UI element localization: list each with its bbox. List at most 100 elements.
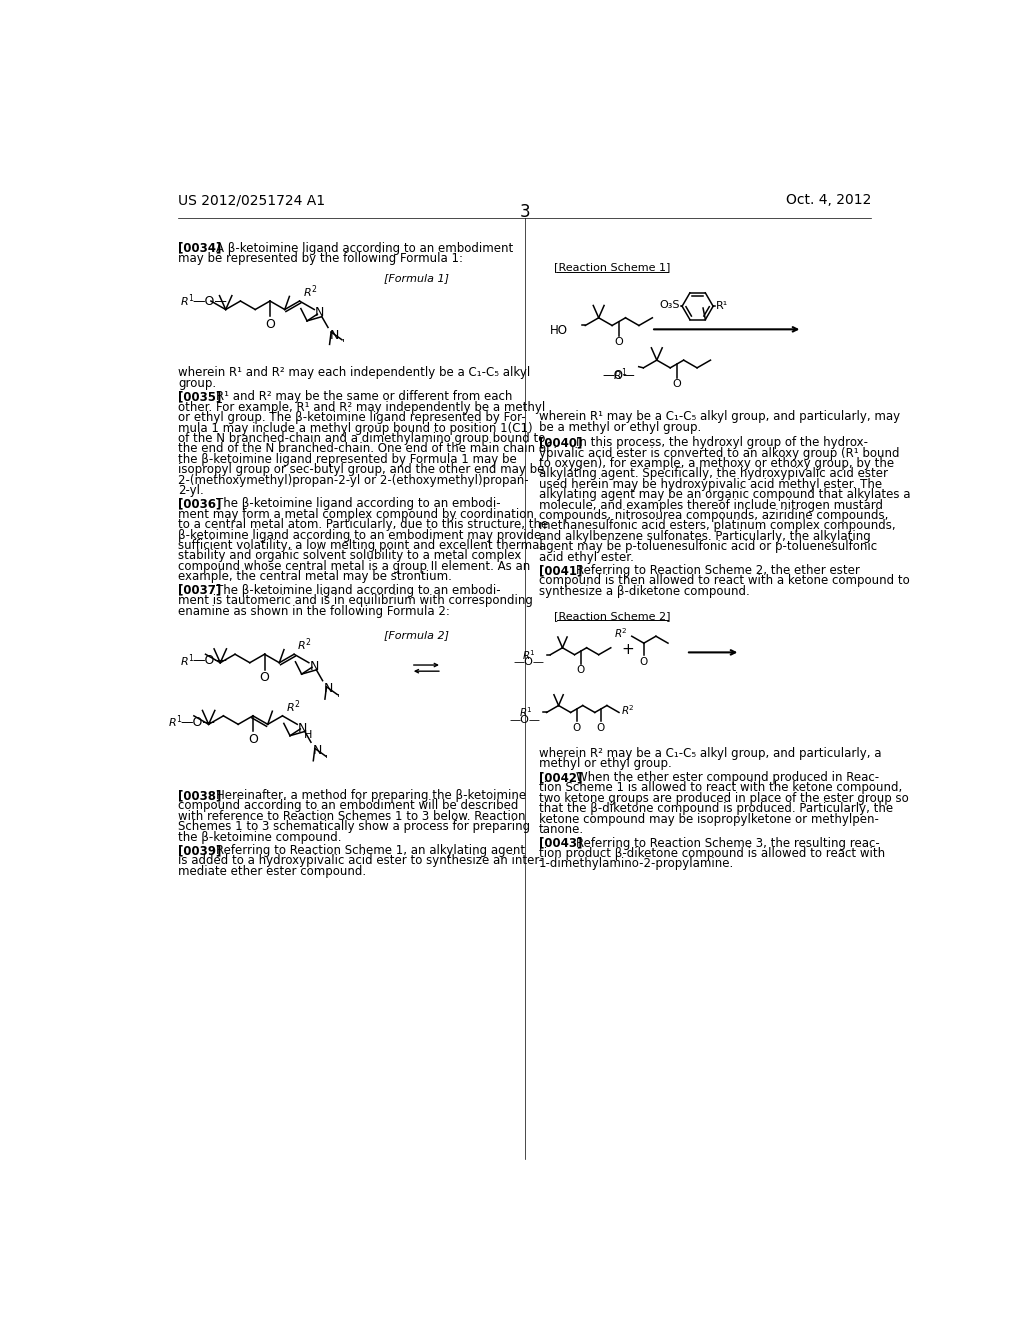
- Text: mediate ether ester compound.: mediate ether ester compound.: [178, 865, 367, 878]
- Text: other. For example, R¹ and R² may independently be a methyl: other. For example, R¹ and R² may indepe…: [178, 401, 546, 413]
- Text: the β-ketoimine compound.: the β-ketoimine compound.: [178, 830, 342, 843]
- Text: N: N: [330, 329, 339, 342]
- Text: $R^1$: $R^1$: [180, 652, 195, 669]
- Text: sufficient volatility, a low melting point and excellent thermal: sufficient volatility, a low melting poi…: [178, 539, 543, 552]
- Text: Oct. 4, 2012: Oct. 4, 2012: [785, 193, 871, 207]
- Text: 2-(methoxymethyl)propan-2-yl or 2-(ethoxymethyl)propan-: 2-(methoxymethyl)propan-2-yl or 2-(ethox…: [178, 474, 529, 487]
- Text: O: O: [260, 671, 269, 684]
- Text: N: N: [312, 743, 322, 756]
- Text: —O—: —O—: [509, 714, 541, 725]
- Text: β-ketoimine ligand according to an embodiment may provide: β-ketoimine ligand according to an embod…: [178, 528, 542, 541]
- Text: [0038]: [0038]: [178, 789, 222, 803]
- Text: alkylating agent. Specifically, the hydroxypivalic acid ester: alkylating agent. Specifically, the hydr…: [539, 467, 888, 480]
- Text: or ethyl group. The β-ketoimine ligand represented by For-: or ethyl group. The β-ketoimine ligand r…: [178, 412, 526, 424]
- Text: [0041]: [0041]: [539, 564, 582, 577]
- Text: $R^2$: $R^2$: [614, 626, 628, 640]
- Text: isopropyl group or sec-butyl group, and the other end may be: isopropyl group or sec-butyl group, and …: [178, 463, 545, 477]
- Text: [0037]: [0037]: [178, 583, 221, 597]
- Text: to a central metal atom. Particularly, due to this structure, the: to a central metal atom. Particularly, d…: [178, 519, 549, 531]
- Text: group.: group.: [178, 378, 216, 389]
- Text: synthesize a β-diketone compound.: synthesize a β-diketone compound.: [539, 585, 750, 598]
- Text: +: +: [622, 642, 634, 657]
- Text: O: O: [597, 723, 605, 733]
- Text: [Reaction Scheme 2]: [Reaction Scheme 2]: [554, 611, 671, 620]
- Text: Hereinafter, a method for preparing the β-ketoimine: Hereinafter, a method for preparing the …: [216, 789, 525, 803]
- Text: [0036]: [0036]: [178, 498, 222, 511]
- Text: ': ': [337, 693, 340, 704]
- Text: acid ethyl ester.: acid ethyl ester.: [539, 550, 634, 564]
- Text: used herein may be hydroxypivalic acid methyl ester. The: used herein may be hydroxypivalic acid m…: [539, 478, 882, 491]
- Text: O: O: [673, 379, 681, 389]
- Text: O: O: [265, 318, 274, 331]
- Text: wherein R¹ and R² may each independently be a C₁-C₅ alkyl: wherein R¹ and R² may each independently…: [178, 367, 530, 379]
- Text: $R^2$: $R^2$: [622, 704, 635, 717]
- Text: N: N: [309, 660, 319, 673]
- Text: ': ': [342, 338, 345, 348]
- Text: O: O: [614, 337, 624, 347]
- Text: methanesulfonic acid esters, platinum complex compounds,: methanesulfonic acid esters, platinum co…: [539, 519, 895, 532]
- Text: to oxygen), for example, a methoxy or ethoxy group, by the: to oxygen), for example, a methoxy or et…: [539, 457, 894, 470]
- Text: O: O: [248, 733, 258, 746]
- Text: —O—: —O—: [193, 294, 227, 308]
- Text: —O—: —O—: [513, 657, 544, 667]
- Text: and alkylbenzene sulfonates. Particularly, the alkylating: and alkylbenzene sulfonates. Particularl…: [539, 529, 870, 543]
- Text: tion product β-diketone compound is allowed to react with: tion product β-diketone compound is allo…: [539, 847, 885, 859]
- Text: compounds, nitrosourea compounds, aziridine compounds,: compounds, nitrosourea compounds, azirid…: [539, 510, 888, 521]
- Text: $R^2$: $R^2$: [286, 698, 300, 715]
- Text: R¹ and R² may be the same or different from each: R¹ and R² may be the same or different f…: [216, 391, 512, 404]
- Text: [0039]: [0039]: [178, 843, 222, 857]
- Text: agent may be p-toluenesulfonic acid or p-toluenesulfonic: agent may be p-toluenesulfonic acid or p…: [539, 540, 877, 553]
- Text: $R^1$: $R^1$: [180, 293, 195, 309]
- Text: wherein R² may be a C₁-C₅ alkyl group, and particularly, a: wherein R² may be a C₁-C₅ alkyl group, a…: [539, 747, 882, 760]
- Text: [0042]: [0042]: [539, 771, 582, 784]
- Text: may be represented by the following Formula 1:: may be represented by the following Form…: [178, 252, 464, 265]
- Text: O: O: [640, 657, 648, 667]
- Text: A β-ketoimine ligand according to an embodiment: A β-ketoimine ligand according to an emb…: [216, 242, 513, 255]
- Text: US 2012/0251724 A1: US 2012/0251724 A1: [178, 193, 326, 207]
- Text: [Reaction Scheme 1]: [Reaction Scheme 1]: [554, 263, 671, 272]
- Text: In this process, the hydroxyl group of the hydrox-: In this process, the hydroxyl group of t…: [575, 436, 868, 449]
- Text: tion Scheme 1 is allowed to react with the ketone compound,: tion Scheme 1 is allowed to react with t…: [539, 781, 902, 795]
- Text: [0043]: [0043]: [539, 837, 582, 850]
- Text: O: O: [572, 723, 581, 733]
- Text: stability and organic solvent solubility to a metal complex: stability and organic solvent solubility…: [178, 549, 522, 562]
- Text: the end of the N branched-chain. One end of the main chain of: the end of the N branched-chain. One end…: [178, 442, 551, 455]
- Text: example, the central metal may be strontium.: example, the central metal may be stront…: [178, 570, 453, 583]
- Text: be a methyl or ethyl group.: be a methyl or ethyl group.: [539, 421, 701, 433]
- Text: mula 1 may include a methyl group bound to position 1(C1): mula 1 may include a methyl group bound …: [178, 421, 534, 434]
- Text: Referring to Reaction Scheme 1, an alkylating agent: Referring to Reaction Scheme 1, an alkyl…: [216, 843, 524, 857]
- Text: N: N: [315, 306, 325, 319]
- Text: $R^1$: $R^1$: [522, 648, 537, 661]
- Text: [0035]: [0035]: [178, 391, 222, 404]
- Text: with reference to Reaction Schemes 1 to 3 below. Reaction: with reference to Reaction Schemes 1 to …: [178, 809, 526, 822]
- Text: —O—: —O—: [193, 653, 227, 667]
- Text: 3: 3: [519, 203, 530, 220]
- Text: N: N: [325, 682, 334, 696]
- Text: [0034]: [0034]: [178, 242, 222, 255]
- Text: ment may form a metal complex compound by coordination: ment may form a metal complex compound b…: [178, 508, 535, 521]
- Text: compound according to an embodiment will be described: compound according to an embodiment will…: [178, 800, 519, 812]
- Text: two ketone groups are produced in place of the ester group so: two ketone groups are produced in place …: [539, 792, 908, 805]
- Text: R¹: R¹: [716, 301, 728, 312]
- Text: The β-ketoimine ligand according to an embodi-: The β-ketoimine ligand according to an e…: [216, 498, 500, 511]
- Text: 1-dimethylamino-2-propylamine.: 1-dimethylamino-2-propylamine.: [539, 857, 734, 870]
- Text: [Formula 1]: [Formula 1]: [384, 273, 449, 282]
- Text: —O—: —O—: [603, 370, 636, 383]
- Text: is added to a hydroxypivalic acid ester to synthesize an inter-: is added to a hydroxypivalic acid ester …: [178, 854, 544, 867]
- Text: 2-yl.: 2-yl.: [178, 484, 204, 496]
- Text: wherein R¹ may be a C₁-C₅ alkyl group, and particularly, may: wherein R¹ may be a C₁-C₅ alkyl group, a…: [539, 411, 900, 424]
- Text: that the β-diketone compound is produced. Particularly, the: that the β-diketone compound is produced…: [539, 803, 893, 816]
- Text: compound is then allowed to react with a ketone compound to: compound is then allowed to react with a…: [539, 574, 909, 587]
- Text: ment is tautomeric and is in equilibrium with corresponding: ment is tautomeric and is in equilibrium…: [178, 594, 534, 607]
- Text: of the N branched-chain and a dimethylamino group bound to: of the N branched-chain and a dimethylam…: [178, 432, 546, 445]
- Text: $R^1$: $R^1$: [518, 706, 532, 719]
- Text: ': ': [325, 755, 328, 764]
- Text: [0040]: [0040]: [539, 436, 582, 449]
- Text: HO: HO: [550, 323, 568, 337]
- Text: methyl or ethyl group.: methyl or ethyl group.: [539, 758, 672, 771]
- Text: tanone.: tanone.: [539, 822, 584, 836]
- Text: $R^1$: $R^1$: [168, 714, 182, 730]
- Text: —O—: —O—: [180, 715, 215, 729]
- Text: Referring to Reaction Scheme 2, the ether ester: Referring to Reaction Scheme 2, the ethe…: [575, 564, 860, 577]
- Text: Schemes 1 to 3 schematically show a process for preparing: Schemes 1 to 3 schematically show a proc…: [178, 820, 530, 833]
